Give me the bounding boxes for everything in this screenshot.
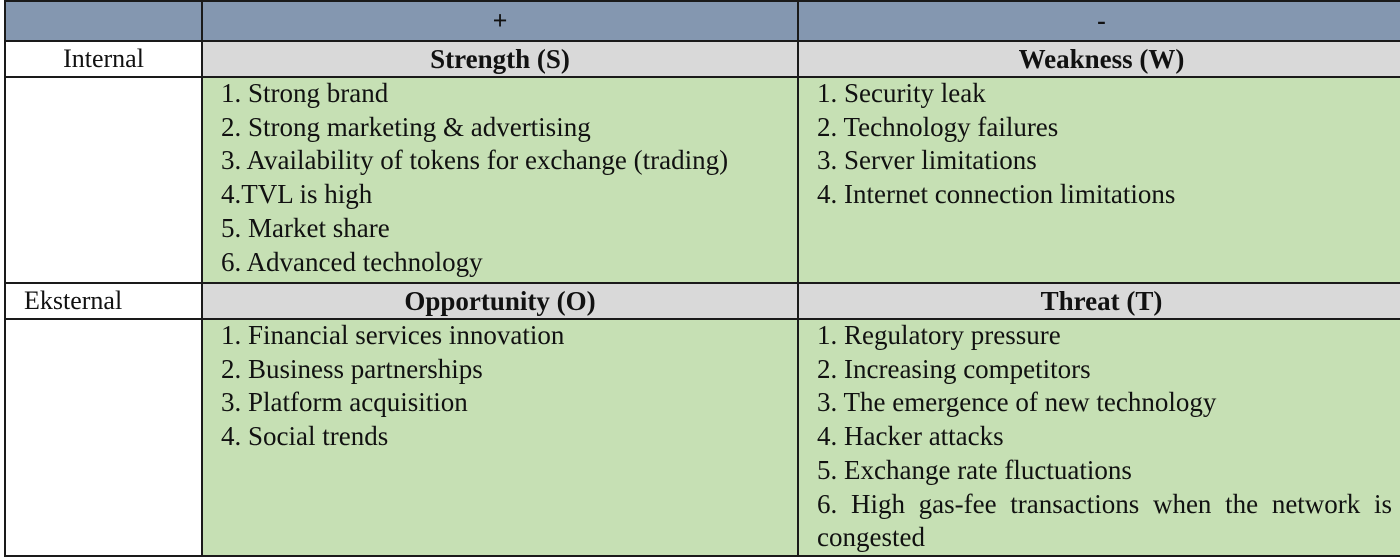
- list-item: 1. Security leak: [817, 78, 986, 108]
- sign-header-row: + -: [4, 0, 1400, 42]
- strength-list: 1. Strong brand 2. Strong marketing & ad…: [221, 77, 785, 279]
- opportunity-cell: 1. Financial services innovation 2. Busi…: [201, 318, 799, 557]
- external-heading-row: Eksternal Opportunity (O) Threat (T): [4, 282, 1400, 320]
- list-item: 2. Technology failures: [817, 111, 1059, 142]
- corner-cell: [4, 0, 203, 42]
- opportunity-title: Opportunity (O): [201, 282, 799, 320]
- list-item: 1. Regulatory pressure: [817, 320, 1061, 350]
- threat-list: 1. Regulatory pressure 2. Increasing com…: [817, 319, 1392, 555]
- threat-title: Threat (T): [797, 282, 1400, 320]
- list-item: 4.TVL is high: [221, 179, 373, 210]
- plus-header: +: [201, 0, 799, 42]
- list-item: 3. The emergence of new technology: [817, 387, 1217, 418]
- strength-title: Strength (S): [201, 40, 799, 78]
- external-spacer-cell: [4, 318, 203, 557]
- internal-label: Internal: [4, 40, 203, 78]
- list-item: 6. High gas-fee transactions when the ne…: [817, 488, 1392, 553]
- external-label: Eksternal: [4, 282, 203, 320]
- list-item: 1. Financial services innovation: [221, 320, 565, 350]
- list-item: 5. Exchange rate fluctuations: [817, 454, 1132, 485]
- opportunity-list: 1. Financial services innovation 2. Busi…: [221, 319, 785, 454]
- list-item: 4. Social trends: [221, 421, 389, 452]
- list-item: 3. Server limitations: [817, 145, 1037, 176]
- internal-body-row: 1. Strong brand 2. Strong marketing & ad…: [4, 76, 1400, 284]
- list-item: 2. Strong marketing & advertising: [221, 111, 591, 142]
- list-item: 4. Hacker attacks: [817, 421, 1004, 452]
- list-item: 6. Advanced technology: [221, 246, 483, 277]
- minus-header: -: [797, 0, 1400, 42]
- threat-cell: 1. Regulatory pressure 2. Increasing com…: [797, 318, 1400, 557]
- strength-cell: 1. Strong brand 2. Strong marketing & ad…: [201, 76, 799, 284]
- list-item: 3. Platform acquisition: [221, 387, 468, 418]
- internal-spacer-cell: [4, 76, 203, 284]
- list-item: 1. Strong brand: [221, 78, 389, 108]
- external-body-row: 1. Financial services innovation 2. Busi…: [4, 318, 1400, 557]
- list-item: 2. Increasing competitors: [817, 353, 1091, 384]
- list-item: 5. Market share: [221, 212, 390, 243]
- weakness-title: Weakness (W): [797, 40, 1400, 78]
- list-item: 3. Availability of tokens for exchange (…: [221, 145, 729, 176]
- internal-heading-row: Internal Strength (S) Weakness (W): [4, 40, 1400, 78]
- weakness-cell: 1. Security leak 2. Technology failures …: [797, 76, 1400, 284]
- weakness-list: 1. Security leak 2. Technology failures …: [817, 77, 1392, 212]
- list-item: 2. Business partnerships: [221, 353, 483, 384]
- list-item: 4. Internet connection limitations: [817, 179, 1176, 210]
- swot-table: + - Internal Strength (S) Weakness (W) 1…: [4, 0, 1400, 557]
